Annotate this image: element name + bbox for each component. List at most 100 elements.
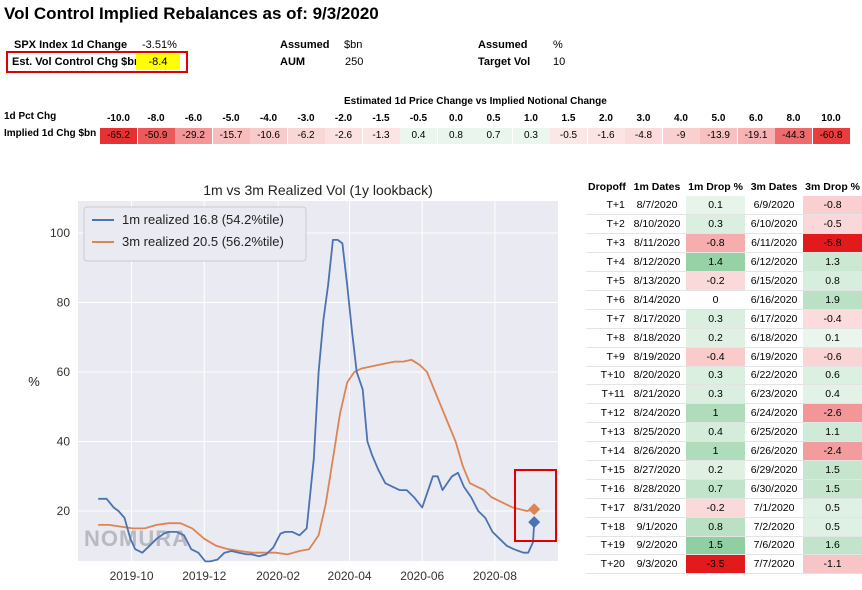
drop-1m-cell: -0.8 xyxy=(686,233,745,254)
table-row: T+4 8/12/2020 1.4 6/12/2020 1.3 xyxy=(586,252,862,273)
dropoff-label-cell: T+7 xyxy=(586,309,628,329)
date-1m-cell: 8/19/2020 xyxy=(627,347,687,367)
date-3m-cell: 6/29/2020 xyxy=(744,460,804,480)
y-tick-label: 60 xyxy=(57,365,71,379)
legend-label: 3m realized 20.5 (56.2%tile) xyxy=(122,234,284,249)
pct-change-cell: -4.0 xyxy=(259,113,278,124)
assumed-label-target: Assumed xyxy=(478,39,528,51)
x-tick-label: 2020-06 xyxy=(400,569,444,583)
drop-3m-cell: 1.5 xyxy=(803,460,862,480)
dropoff-label-cell: T+11 xyxy=(586,384,628,405)
implied-change-cell: 0.7 xyxy=(475,128,512,144)
date-1m-cell: 9/2/2020 xyxy=(627,536,687,556)
date-1m-cell: 8/25/2020 xyxy=(627,422,687,443)
table-row: T+1 8/7/2020 0.1 6/9/2020 -0.8 xyxy=(586,196,862,216)
spx-change-value: -3.51% xyxy=(142,39,177,51)
y-tick-label: 100 xyxy=(50,226,70,240)
date-3m-cell: 6/18/2020 xyxy=(744,328,804,348)
aum-value: 250 xyxy=(345,56,364,68)
table-row: T+10 8/20/2020 0.3 6/22/2020 0.6 xyxy=(586,366,862,386)
date-1m-cell: 9/1/2020 xyxy=(627,517,687,537)
drop-3m-cell: 1.6 xyxy=(803,536,862,556)
aum-unit: $bn xyxy=(344,39,363,51)
dropoff-header-row: Dropoff 1m Dates 1m Drop % 3m Dates 3m Drop … xyxy=(586,178,862,196)
pct-change-cell: -6.0 xyxy=(184,113,203,124)
implied-change-cell: -6.2 xyxy=(287,128,325,144)
pct-change-cell: 1.0 xyxy=(524,113,538,124)
date-3m-cell: 6/23/2020 xyxy=(744,384,804,405)
y-tick-label: 80 xyxy=(57,296,71,310)
date-3m-cell: 7/7/2020 xyxy=(744,554,804,575)
dropoff-label-cell: T+13 xyxy=(586,422,628,443)
drop-3m-cell: 0.5 xyxy=(803,498,862,518)
implied-change-cell: -1.3 xyxy=(362,128,400,144)
pct-change-row-label: 1d Pct Chg xyxy=(4,111,57,122)
x-tick-label: 2020-04 xyxy=(328,569,372,583)
date-3m-cell: 7/6/2020 xyxy=(744,536,804,556)
drop-1m-cell: 0 xyxy=(686,290,745,310)
drop-3m-cell: -2.6 xyxy=(803,403,862,424)
y-tick-label: 40 xyxy=(57,435,71,449)
dropoff-header-cell: 1m Drop % xyxy=(688,181,743,193)
drop-3m-cell: 1.5 xyxy=(803,479,862,499)
dropoff-label-cell: T+2 xyxy=(586,214,628,235)
drop-3m-cell: 0.4 xyxy=(803,384,862,405)
implied-change-cell: -29.2 xyxy=(175,128,212,144)
date-1m-cell: 8/31/2020 xyxy=(627,498,687,518)
pct-change-cell: 1.5 xyxy=(561,113,576,124)
watermark-text: NOMURA xyxy=(84,526,189,551)
date-3m-cell: 7/2/2020 xyxy=(744,517,804,537)
implied-change-cell: 0.3 xyxy=(512,128,550,144)
drop-3m-cell: -0.8 xyxy=(803,196,862,216)
series-line-3m xyxy=(98,358,535,556)
drop-1m-cell: 1 xyxy=(686,403,745,424)
target-unit: % xyxy=(553,39,563,51)
x-tick-label: 2019-10 xyxy=(110,569,154,583)
dropoff-label-cell: T+5 xyxy=(586,271,628,291)
drop-3m-cell: -0.6 xyxy=(803,347,862,367)
realized-vol-chart: 1m vs 3m Realized Vol (1y lookback) NOMU… xyxy=(28,182,558,583)
implied-change-cell: -60.8 xyxy=(812,128,850,144)
date-3m-cell: 6/15/2020 xyxy=(744,271,804,291)
dropoff-label-cell: T+12 xyxy=(586,403,628,424)
implied-change-cell: -44.3 xyxy=(775,128,812,144)
pct-change-cell: 10.0 xyxy=(821,113,841,124)
drop-1m-cell: 0.3 xyxy=(686,214,745,235)
dropoff-label-cell: T+6 xyxy=(586,290,628,310)
drop-1m-cell: 1.4 xyxy=(686,252,745,273)
date-1m-cell: 8/21/2020 xyxy=(627,384,687,405)
dropoff-label-cell: T+10 xyxy=(586,366,628,386)
date-3m-cell: 6/30/2020 xyxy=(744,479,804,499)
table-row: T+17 8/31/2020 -0.2 7/1/2020 0.5 xyxy=(586,498,862,518)
pct-change-cell: 5.0 xyxy=(711,113,726,124)
dropoff-label-cell: T+19 xyxy=(586,536,628,556)
date-1m-cell: 8/12/2020 xyxy=(627,252,687,273)
table-row: T+5 8/13/2020 -0.2 6/15/2020 0.8 xyxy=(586,271,862,291)
table-row: T+9 8/19/2020 -0.4 6/19/2020 -0.6 xyxy=(586,347,862,367)
implied-change-cell: -13.9 xyxy=(700,128,737,144)
table-row: T+19 9/2/2020 1.5 7/6/2020 1.6 xyxy=(586,536,862,556)
dropoff-label-cell: T+3 xyxy=(586,233,628,254)
date-1m-cell: 8/17/2020 xyxy=(627,309,687,329)
series-lines xyxy=(98,239,536,563)
spx-change-label: SPX Index 1d Change xyxy=(14,39,128,51)
dropoff-header-cell: 3m Dates xyxy=(750,181,798,193)
chart-title: 1m vs 3m Realized Vol (1y lookback) xyxy=(203,182,433,198)
table-row: T+16 8/28/2020 0.7 6/30/2020 1.5 xyxy=(586,479,862,499)
table-row: T+13 8/25/2020 0.4 6/25/2020 1.1 xyxy=(586,422,862,443)
date-1m-cell: 8/20/2020 xyxy=(627,366,687,386)
pct-change-cell: -3.0 xyxy=(297,113,315,124)
drop-3m-cell: 1.3 xyxy=(803,252,862,273)
drop-3m-cell: -2.4 xyxy=(803,441,862,461)
pct-change-cell: 6.0 xyxy=(749,113,763,124)
series-line-1m xyxy=(98,239,536,563)
dropoff-label-cell: T+1 xyxy=(586,196,628,216)
implied-change-cell: 0.8 xyxy=(437,128,475,144)
dropoff-header-cell: Dropoff xyxy=(588,181,626,193)
drop-1m-cell: 0.4 xyxy=(686,422,745,443)
dropoff-label-cell: T+20 xyxy=(586,554,628,575)
date-1m-cell: 8/26/2020 xyxy=(627,441,687,461)
date-1m-cell: 8/28/2020 xyxy=(627,479,687,499)
x-tick-label: 2020-08 xyxy=(473,569,517,583)
table-row: T+8 8/18/2020 0.2 6/18/2020 0.1 xyxy=(586,328,862,348)
